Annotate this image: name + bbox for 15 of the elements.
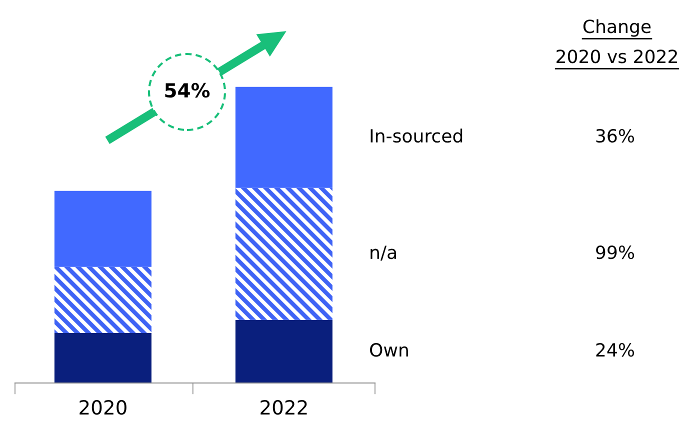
bar — [235, 188, 332, 320]
text: 99% — [596, 245, 634, 260]
bar — [235, 320, 332, 383]
x-tick-label: 2022 — [260, 400, 307, 415]
text: Own — [370, 343, 408, 357]
x-tick-label: 2020 — [80, 400, 126, 415]
text: In-sourced — [370, 128, 462, 143]
annotation: 54% — [165, 82, 210, 98]
bar — [54, 332, 152, 383]
bar — [54, 190, 152, 267]
text: n/a — [370, 246, 396, 261]
text: Change 2020 vs 2022 — [556, 19, 677, 64]
text: 24% — [596, 343, 634, 357]
bar — [54, 266, 152, 333]
text: 36% — [596, 128, 634, 143]
